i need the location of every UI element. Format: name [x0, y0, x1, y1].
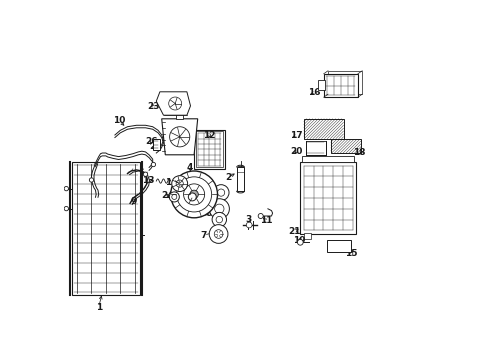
Circle shape	[170, 171, 217, 218]
Bar	[236, 167, 244, 191]
Bar	[327, 71, 362, 94]
Circle shape	[214, 230, 223, 238]
Text: 21: 21	[287, 227, 300, 236]
Bar	[330, 139, 361, 153]
Text: 14: 14	[165, 178, 177, 187]
Circle shape	[183, 184, 204, 205]
Text: 23: 23	[147, 102, 160, 112]
Text: 11: 11	[259, 216, 272, 225]
Text: 15: 15	[345, 248, 357, 258]
Circle shape	[216, 216, 222, 223]
Text: 3: 3	[244, 215, 251, 224]
Circle shape	[246, 222, 251, 228]
Text: 4: 4	[186, 163, 193, 171]
Text: 18: 18	[352, 148, 365, 157]
Circle shape	[151, 162, 155, 167]
Circle shape	[169, 192, 179, 202]
Text: 20: 20	[289, 148, 302, 156]
Bar	[303, 119, 343, 139]
Bar	[326, 240, 350, 252]
Circle shape	[89, 178, 94, 182]
Circle shape	[217, 189, 224, 196]
Text: 10: 10	[113, 116, 125, 125]
Circle shape	[64, 207, 68, 211]
Circle shape	[171, 194, 177, 199]
Text: 25: 25	[190, 191, 203, 200]
Text: 6: 6	[205, 209, 211, 218]
Bar	[194, 130, 224, 169]
Bar	[323, 74, 357, 97]
Circle shape	[214, 204, 224, 213]
Text: 12: 12	[203, 130, 215, 139]
Circle shape	[189, 190, 198, 199]
Text: 1: 1	[95, 302, 102, 312]
Text: 5: 5	[203, 194, 209, 203]
Polygon shape	[156, 92, 190, 115]
Circle shape	[176, 180, 183, 187]
Circle shape	[176, 177, 211, 212]
Bar	[300, 162, 355, 234]
Text: 26: 26	[145, 136, 158, 145]
Bar	[303, 233, 310, 239]
Circle shape	[209, 199, 229, 219]
Circle shape	[64, 186, 68, 191]
Circle shape	[212, 212, 226, 227]
Text: 13: 13	[142, 176, 154, 185]
Circle shape	[213, 185, 228, 201]
Text: 9: 9	[130, 197, 137, 206]
Circle shape	[258, 213, 263, 219]
Bar	[318, 80, 324, 90]
Text: 19: 19	[293, 235, 305, 245]
Bar	[153, 139, 159, 150]
Circle shape	[209, 225, 227, 243]
Text: 7: 7	[200, 231, 206, 240]
Polygon shape	[162, 119, 197, 155]
Text: 16: 16	[307, 88, 320, 97]
Text: 8: 8	[216, 189, 222, 198]
Text: 24: 24	[161, 191, 174, 200]
Bar	[176, 113, 183, 119]
Circle shape	[171, 176, 187, 192]
Bar	[196, 131, 223, 167]
Text: 2: 2	[224, 173, 231, 182]
Bar	[72, 162, 140, 295]
Circle shape	[297, 239, 303, 245]
Bar	[302, 156, 354, 162]
Text: 22: 22	[149, 143, 161, 152]
Circle shape	[143, 172, 147, 176]
Circle shape	[188, 193, 196, 201]
Text: 17: 17	[289, 131, 302, 140]
Bar	[305, 141, 325, 155]
